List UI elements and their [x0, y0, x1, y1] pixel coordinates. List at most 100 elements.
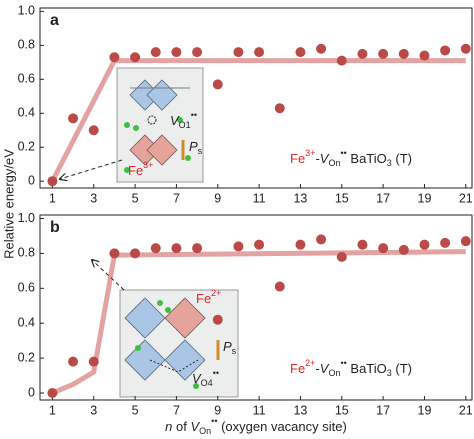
annotation-part: V — [320, 151, 330, 166]
data-point — [460, 43, 471, 54]
inset-b — [119, 289, 239, 398]
annotation-part: 3+ — [305, 148, 315, 158]
x-axis-label: n of VOn•• (oxygen vacancy site) — [165, 416, 347, 436]
panel-letter: a — [50, 12, 59, 29]
data-point — [192, 47, 203, 58]
y-tick-label: 0 — [28, 385, 35, 399]
x-tick-label: 17 — [376, 191, 390, 205]
y-tick-label: 0.4 — [18, 106, 35, 120]
y-tick-label: 0.6 — [18, 281, 35, 295]
y-tick-label: 0.2 — [18, 350, 35, 364]
data-point — [398, 244, 409, 255]
inset-label: Fe3+ — [128, 160, 153, 178]
data-point — [88, 125, 99, 136]
data-point — [130, 248, 141, 259]
annotation-part: - — [315, 151, 319, 166]
x-tick-label: 7 — [173, 191, 180, 205]
annotation-part: On — [328, 158, 340, 168]
inset-label: Ps — [189, 139, 203, 156]
data-point — [378, 243, 389, 254]
x-label-sub: On — [199, 426, 211, 436]
annotation-part: •• — [340, 148, 346, 158]
inset-label-part: Fe — [196, 291, 211, 306]
data-point — [109, 52, 120, 63]
x-tick-label: 15 — [335, 191, 349, 205]
inset-label-part: s — [232, 346, 237, 356]
annotation-part: Fe — [290, 361, 305, 376]
data-point — [316, 43, 327, 54]
fit-line — [51, 249, 466, 396]
data-point — [88, 356, 99, 367]
data-point — [47, 176, 58, 187]
pointer-arrow — [92, 260, 125, 291]
data-point — [150, 47, 161, 58]
x-tick-label: 17 — [376, 403, 390, 417]
annotation-part: 3 — [387, 158, 392, 168]
x-label-rest: (oxygen vacancy site) — [217, 419, 346, 434]
data-point — [316, 234, 327, 245]
inset-label-part: P — [189, 139, 198, 154]
inset-label-part: 3+ — [143, 160, 153, 170]
plot-frame — [39, 7, 473, 189]
x-tick-label: 7 — [173, 403, 180, 417]
data-point — [171, 243, 182, 254]
x-tick-label: 19 — [418, 191, 432, 205]
data-point — [357, 48, 368, 59]
inset-label-part: V — [170, 113, 180, 128]
data-point — [68, 356, 79, 367]
data-point — [109, 248, 120, 259]
inset-a — [116, 67, 204, 183]
inset-label: Ps — [223, 339, 237, 356]
data-point — [68, 113, 79, 124]
y-tick-label: 0.8 — [18, 246, 35, 260]
inset-label-part: O4 — [201, 378, 213, 388]
inset-label-part: V — [192, 371, 202, 386]
data-point — [419, 239, 430, 250]
data-point — [378, 48, 389, 59]
annotation-part: Fe — [290, 151, 305, 166]
y-axis-label: Relative energy/eV — [1, 149, 16, 259]
inset-label: VO1•• — [170, 110, 197, 130]
data-point — [233, 47, 244, 58]
data-point — [295, 239, 306, 250]
inset-label-part: P — [223, 339, 232, 354]
data-point — [150, 243, 161, 254]
panel-letter: b — [50, 219, 60, 236]
annotation-part: BaTiO — [347, 151, 387, 166]
x-tick-label: 1 — [49, 191, 56, 205]
data-point — [212, 314, 223, 325]
data-point — [254, 239, 265, 250]
inset-label: VO4•• — [192, 368, 219, 388]
inset-label-part: 2+ — [211, 288, 221, 298]
data-point — [254, 47, 265, 58]
y-tick-label: 0.4 — [18, 316, 35, 330]
annotation-part: 3 — [387, 368, 392, 378]
data-point — [295, 47, 306, 58]
inset-label-part: Fe — [128, 163, 143, 178]
data-point — [440, 237, 451, 248]
annotation: Fe2+-VOn•• BaTiO3 (T) — [290, 358, 412, 378]
data-point — [47, 388, 58, 399]
annotation-part: On — [328, 368, 340, 378]
data-point — [419, 50, 430, 61]
x-tick-label: 21 — [459, 403, 473, 417]
annotation-part: 2+ — [305, 358, 315, 368]
x-tick-label: 21 — [459, 191, 473, 205]
x-tick-label: 15 — [335, 403, 349, 417]
annotation-part: •• — [340, 358, 346, 368]
annotation-part: - — [315, 361, 319, 376]
x-label-n: n — [165, 419, 172, 434]
data-point — [440, 45, 451, 56]
x-tick-label: 5 — [132, 403, 139, 417]
inset-label-part: •• — [213, 368, 219, 378]
data-point — [398, 48, 409, 59]
plot-frame — [39, 214, 473, 401]
data-point — [274, 103, 285, 114]
data-point — [336, 251, 347, 262]
inset-label-part: •• — [191, 110, 197, 120]
inset-label-part: O1 — [179, 120, 191, 130]
data-point — [336, 55, 347, 66]
y-tick-label: 0 — [28, 174, 35, 188]
annotation-part: (T) — [392, 151, 412, 166]
